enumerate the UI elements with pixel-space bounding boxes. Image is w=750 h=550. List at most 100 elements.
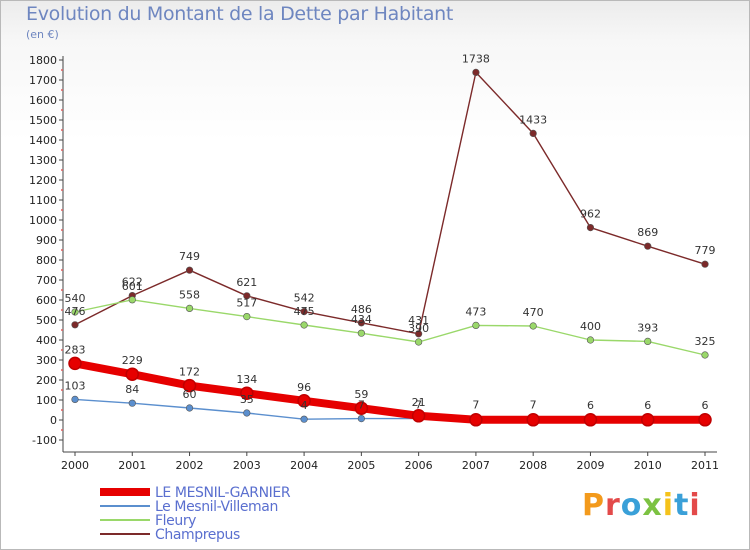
y-tick-label: 900 [36,234,57,247]
data-label: 476 [65,305,86,318]
legend-label: Le Mesnil-Villeman [155,499,278,515]
data-point [415,338,423,346]
x-tick-label: 2004 [290,459,318,472]
data-label: 7 [472,399,479,412]
y-tick-label: 400 [36,334,57,347]
data-point [357,415,365,423]
data-point [243,313,251,321]
data-label: 486 [351,303,372,316]
data-label: 622 [122,276,143,289]
data-label: 542 [294,292,315,305]
data-label: 229 [122,354,143,367]
data-point [529,129,537,137]
logo-letter: P [582,488,605,523]
legend-label: Champrepus [155,527,240,543]
data-label: 59 [354,388,368,401]
data-label: 434 [351,313,372,326]
logo-letter: r [605,488,621,523]
data-label: 4 [301,399,308,412]
data-label: 172 [179,366,200,379]
data-label: 283 [65,343,86,356]
x-tick-label: 2000 [61,459,89,472]
data-point [185,404,194,412]
proxiti-logo: Proxiti [582,488,701,523]
chart-subtitle: (en €) [26,28,59,41]
data-point [701,351,709,359]
chart-title: Evolution du Montant de la Dette par Hab… [26,3,454,25]
data-label: 6 [644,399,651,412]
data-point [529,322,537,330]
data-label: 869 [637,226,658,239]
data-point [698,413,712,427]
data-point [68,356,82,371]
data-label: 558 [179,288,200,301]
data-label: 7 [358,399,365,412]
x-tick-label: 2005 [347,459,375,472]
data-point [469,413,483,427]
data-label: 35 [240,393,254,406]
data-label: 621 [236,276,257,289]
data-point [128,399,136,407]
y-tick-label: 700 [36,274,57,287]
data-point [472,321,480,330]
y-tick-label: 1000 [29,214,57,227]
data-point [243,292,251,300]
data-label: 962 [580,208,601,221]
data-label: 325 [695,335,716,348]
logo-letter: t [674,488,690,523]
data-point [300,308,308,316]
data-label: 21 [412,396,426,409]
data-label: 400 [580,320,601,333]
data-point [586,336,595,344]
x-tick-label: 2006 [405,459,433,472]
data-point [71,395,79,404]
data-label: 475 [294,305,315,318]
y-tick-label: 800 [36,254,57,267]
y-tick-label: 1800 [29,54,57,67]
data-label: 103 [65,379,86,392]
data-label: 601 [122,280,143,293]
y-tick-label: 1500 [29,114,57,127]
logo-letter: i [689,488,701,523]
x-tick-label: 2002 [176,459,204,472]
data-point [644,337,652,346]
data-point [357,319,365,327]
y-tick-label: 1100 [29,194,57,207]
data-label: 1738 [462,52,490,65]
data-label: 1433 [519,113,547,126]
data-point [411,409,426,423]
data-label: 134 [236,373,257,386]
data-label: 6 [702,399,709,412]
y-tick-label: 1400 [29,134,57,147]
data-label: 470 [523,306,544,319]
data-label: 779 [695,244,716,257]
axes: -100 0 100 200 300 400 500 600 700 800 900 1000 1100… [29,54,719,472]
y-tick-label: 1700 [29,74,57,87]
data-point [526,413,540,427]
x-tick-label: 2007 [462,459,490,472]
series-line [74,299,706,356]
x-tick-label: 2008 [519,459,547,472]
data-labels: 283 229 172 134 96 59 21 103 84 60 35 4 7 7 7 7 6 6 6 540 60… [65,52,716,412]
y-tick-label: 100 [36,394,57,407]
data-point [300,321,308,329]
data-point [182,378,197,393]
data-point [128,296,136,304]
y-tick-label: 500 [36,314,57,327]
data-point [71,321,79,329]
legend-label: Fleury [155,513,196,529]
data-point [240,386,254,400]
data-point [586,224,595,232]
data-point [71,308,79,316]
data-label: 749 [179,250,200,263]
data-point [472,68,480,76]
x-tick-label: 2011 [691,459,719,472]
data-label: 7 [415,399,422,412]
legend-label: LE MESNIL-GARNIER [155,485,291,501]
data-point [243,409,251,417]
data-label: 6 [587,399,594,412]
data-point [644,242,652,250]
data-label: 84 [125,383,139,396]
series-line [71,359,709,424]
